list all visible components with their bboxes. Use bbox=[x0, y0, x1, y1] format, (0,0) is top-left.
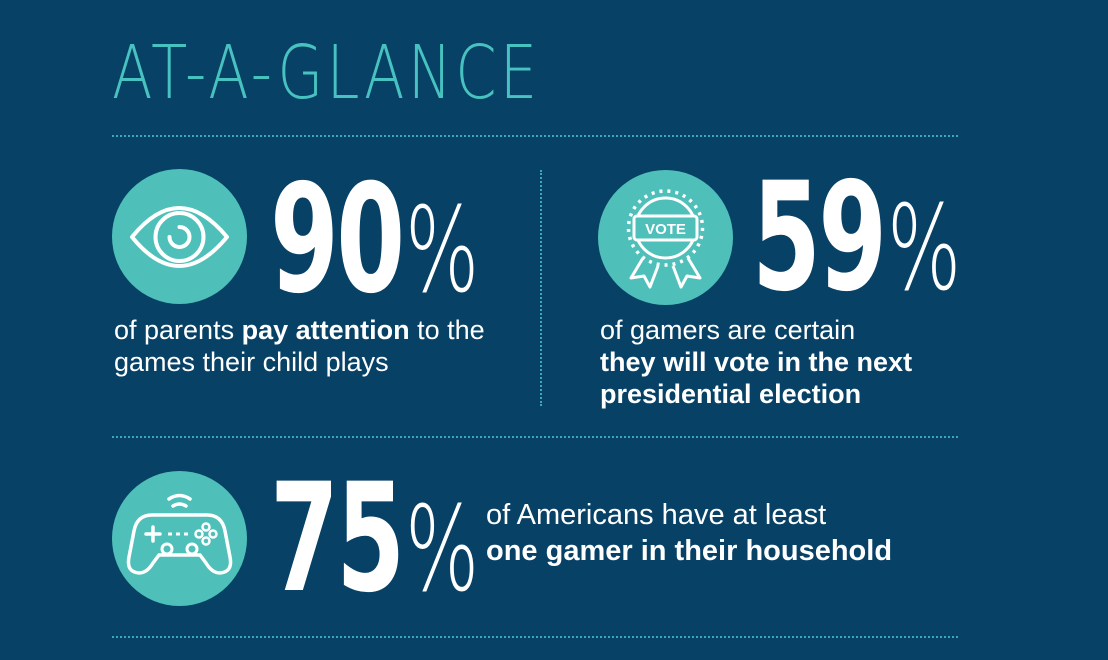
vote-ribbon-icon: VOTE bbox=[598, 170, 733, 305]
eye-icon bbox=[112, 169, 247, 304]
divider-vertical bbox=[540, 170, 542, 406]
vote-label: VOTE bbox=[645, 221, 686, 238]
divider-bottom bbox=[112, 636, 958, 638]
stat-households-value: 75% bbox=[270, 452, 480, 626]
game-controller-icon bbox=[112, 471, 247, 606]
stat-households-description: of Americans have at least one gamer in t… bbox=[486, 499, 893, 567]
page-title: AT-A-GLANCE bbox=[112, 30, 541, 116]
stat-parents-description: of parents pay attention to the games th… bbox=[114, 315, 485, 377]
divider-top bbox=[112, 135, 958, 137]
stat-voters-description: of gamers are certain they will vote in t… bbox=[600, 315, 913, 409]
stat-voters-value: 59% bbox=[752, 151, 962, 325]
stat-parents-value: 90% bbox=[270, 153, 480, 327]
divider-middle bbox=[112, 436, 958, 438]
